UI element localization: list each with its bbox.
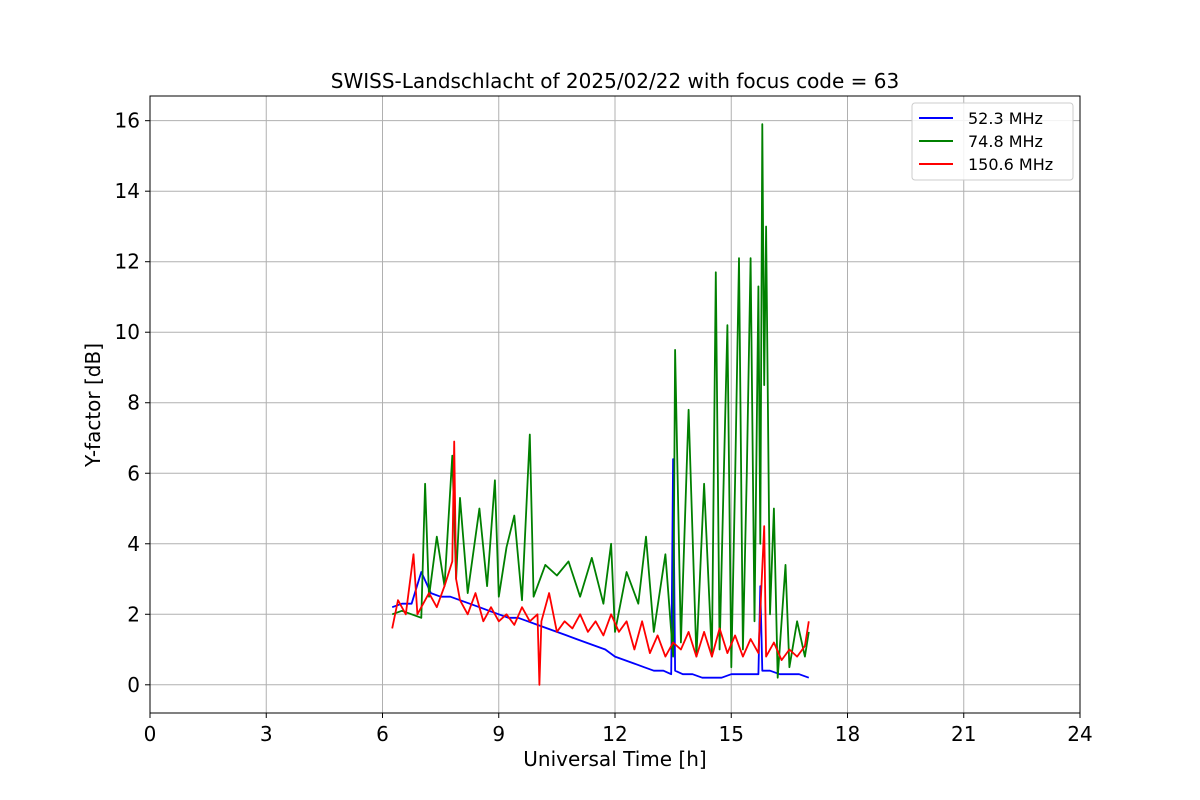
series-line-0 bbox=[391, 458, 810, 679]
x-tick-label: 21 bbox=[951, 722, 976, 746]
y-tick-label: 12 bbox=[115, 250, 140, 274]
y-tick-label: 0 bbox=[127, 673, 140, 697]
y-tick-label: 14 bbox=[115, 179, 140, 203]
x-tick-label: 18 bbox=[835, 722, 860, 746]
legend-label: 52.3 MHz bbox=[968, 109, 1043, 128]
y-tick-label: 2 bbox=[127, 602, 140, 626]
series-layer bbox=[391, 123, 810, 686]
series-line-2 bbox=[391, 440, 810, 686]
x-ticks: 0 3 6 9 12 15 18 21 24 bbox=[144, 713, 1093, 746]
x-tick-label: 9 bbox=[492, 722, 505, 746]
x-tick-label: 12 bbox=[602, 722, 627, 746]
legend-label: 74.8 MHz bbox=[968, 132, 1043, 151]
y-tick-label: 16 bbox=[115, 109, 140, 133]
chart-title: SWISS-Landschlacht of 2025/02/22 with fo… bbox=[331, 69, 899, 93]
y-tick-label: 4 bbox=[127, 532, 140, 556]
y-ticks: 0 2 4 6 8 10 12 14 16 bbox=[115, 109, 150, 697]
y-tick-label: 10 bbox=[115, 320, 140, 344]
x-tick-label: 6 bbox=[376, 722, 389, 746]
y-axis-label: Y-factor [dB] bbox=[81, 343, 105, 468]
x-tick-label: 15 bbox=[719, 722, 744, 746]
legend-label: 150.6 MHz bbox=[968, 155, 1053, 174]
series-line-1 bbox=[391, 123, 810, 679]
x-axis-label: Universal Time [h] bbox=[523, 747, 706, 771]
x-tick-label: 3 bbox=[260, 722, 273, 746]
x-tick-label: 0 bbox=[144, 722, 157, 746]
legend: 52.3 MHz 74.8 MHz 150.6 MHz bbox=[911, 102, 1074, 181]
y-tick-label: 8 bbox=[127, 391, 140, 415]
x-tick-label: 24 bbox=[1067, 722, 1092, 746]
y-tick-label: 6 bbox=[127, 461, 140, 485]
legend-box bbox=[911, 102, 1074, 181]
